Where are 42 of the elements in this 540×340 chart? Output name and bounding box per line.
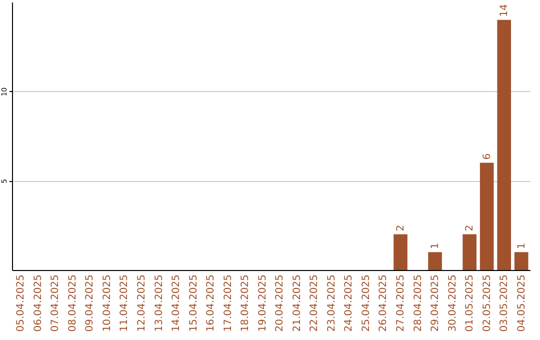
bar <box>462 234 476 270</box>
x-tick-label: 09.04.2025 <box>84 274 96 332</box>
x-tick-label: 29.04.2025 <box>430 274 442 332</box>
x-tick-label: 13.04.2025 <box>154 274 165 332</box>
x-tick-label: 25.04.2025 <box>360 274 372 332</box>
x-tick-label: 22.04.2025 <box>309 274 320 332</box>
x-tick-label: 05.04.2025 <box>16 274 27 332</box>
x-tick-label: 20.04.2025 <box>274 274 286 332</box>
x-tick-label: 10.04.2025 <box>102 274 113 332</box>
data-label: 2 <box>464 224 476 232</box>
x-tick-label: 18.04.2025 <box>240 274 252 332</box>
x-tick-label: 08.04.2025 <box>67 274 78 332</box>
x-tick-label: 01.05.2025 <box>464 274 476 332</box>
x-tick-label: 21.04.2025 <box>292 274 303 332</box>
bar <box>480 162 494 270</box>
x-tick-label: 04.05.2025 <box>516 274 528 332</box>
x-tick-label: 30.04.2025 <box>447 274 458 332</box>
x-tick-label: 24.04.2025 <box>344 274 355 332</box>
x-tick-label: 19.04.2025 <box>257 274 268 332</box>
data-label: 6 <box>482 153 493 160</box>
data-label: 1 <box>516 242 528 250</box>
x-tick-label: 14.04.2025 <box>171 274 182 332</box>
x-tick-label: 12.04.2025 <box>136 274 148 332</box>
bar <box>428 252 442 270</box>
x-tick-label: 27.04.2025 <box>396 274 406 332</box>
x-tick-label: 26.04.2025 <box>378 274 390 332</box>
x-tick-label: 17.04.2025 <box>222 274 234 332</box>
data-label: 14 <box>499 4 510 17</box>
x-tick-label: 03.05.2025 <box>499 274 510 332</box>
bar <box>497 20 512 270</box>
data-label: 1 <box>430 242 442 250</box>
bar <box>514 252 528 270</box>
x-tick-label: 23.04.2025 <box>326 274 338 332</box>
data-label: 2 <box>396 224 406 232</box>
x-tick-label: 28.04.2025 <box>412 274 424 332</box>
x-tick-label: 11.04.2025 <box>119 274 130 332</box>
x-tick-label: 06.04.2025 <box>32 274 44 332</box>
x-tick-label: 02.05.2025 <box>482 274 493 332</box>
x-tick-label: 07.04.2025 <box>50 274 62 332</box>
x-tick-label: 15.04.2025 <box>188 274 200 332</box>
bar <box>394 234 408 270</box>
x-tick-label: 16.04.2025 <box>206 274 217 332</box>
